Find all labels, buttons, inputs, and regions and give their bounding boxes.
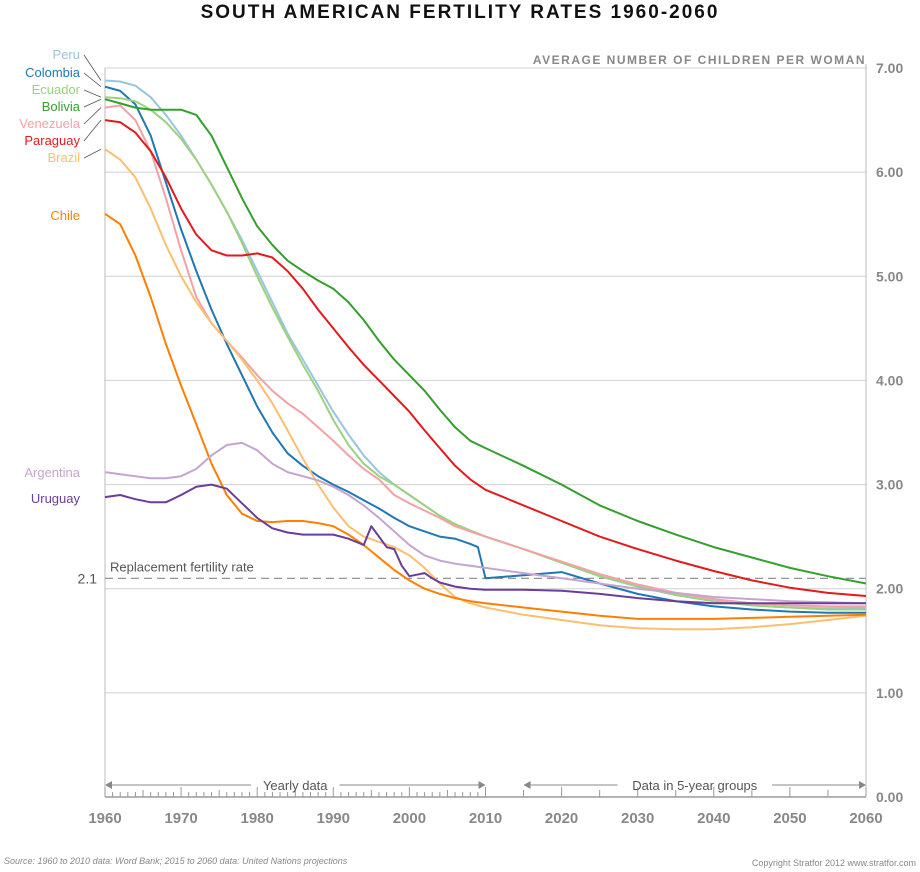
series-label-ecuador: Ecuador	[32, 82, 81, 97]
y-tick-label: 7.00	[876, 60, 903, 76]
x-tick-labels: 1960 1970 1980 1990 2000 2010 2020 2030 2040 2050…	[88, 810, 882, 827]
series-line-paraguay	[104, 119, 867, 597]
replacement-rate-label: Replacement fertility rate	[110, 559, 254, 574]
series-line-venezuela	[104, 104, 866, 608]
y-tick-label: 3.00	[876, 477, 903, 493]
series-label-peru: Peru	[53, 47, 80, 62]
series-label-colombia: Colombia	[25, 65, 81, 80]
label-leader-lines	[83, 54, 102, 159]
x-tick-label: 1960	[88, 810, 121, 827]
series-label-venezuela: Venezuela	[19, 116, 80, 131]
replacement-rate-value: 2.1	[78, 570, 98, 586]
copyright-note: Copyright Stratfor 2012 www.stratfor.com	[752, 858, 916, 868]
source-note: Source: 1960 to 2010 data: Word Bank; 20…	[4, 856, 348, 866]
x-tick-label: 2020	[545, 810, 578, 827]
y-tick-label: 1.00	[876, 685, 903, 701]
series-lines	[104, 79, 867, 631]
leader-line	[83, 98, 102, 108]
x-tick-label: 1990	[317, 810, 350, 827]
x-tick-label: 1980	[241, 810, 274, 827]
y-tick-label: 2.00	[876, 581, 903, 597]
leader-line	[83, 107, 102, 125]
y-tick-label: 6.00	[876, 164, 903, 180]
series-label-bolivia: Bolivia	[42, 99, 81, 114]
x-tick-label: 1970	[164, 810, 197, 827]
x-tick-label: 2040	[697, 810, 730, 827]
y-tick-label: 5.00	[876, 268, 903, 284]
five-year-data-label: Data in 5-year groups	[632, 778, 758, 793]
leader-line	[83, 119, 102, 142]
yearly-data-arrow-left	[105, 781, 112, 789]
x-tick-label: 2000	[393, 810, 426, 827]
yearly-data-arrow-right	[478, 781, 486, 789]
series-line-argentina	[104, 441, 867, 605]
series-label-uruguay: Uruguay	[31, 491, 81, 506]
leader-line	[83, 54, 102, 81]
data-range-annotations: Yearly data Data in 5-year groups	[105, 778, 866, 793]
series-label-chile: Chile	[50, 208, 80, 223]
series-label-paraguay: Paraguay	[24, 133, 80, 148]
series-line-brazil	[104, 148, 867, 631]
leader-line	[83, 72, 102, 88]
series-line-uruguay	[104, 483, 866, 605]
x-tick-label: 2010	[469, 810, 502, 827]
replacement-rate-annotation: 2.1 Replacement fertility rate	[78, 559, 866, 586]
five-year-data-arrow-left	[523, 781, 531, 789]
yearly-data-label: Yearly data	[263, 778, 328, 793]
x-tick-label: 2030	[621, 810, 654, 827]
series-line-colombia	[104, 85, 866, 614]
five-year-data-arrow-right	[859, 781, 866, 789]
leader-line	[83, 89, 102, 98]
series-labels: Peru Colombia Ecuador Bolivia Venezuela Parag…	[19, 47, 81, 506]
series-line-chile	[104, 212, 867, 620]
x-tick-label: 2060	[849, 810, 882, 827]
y-tick-labels: 0.00 1.00 2.00 3.00 4.00 5.00 6.00 7.00	[876, 60, 903, 805]
leader-line	[83, 148, 102, 159]
x-tick-label: 2050	[773, 810, 806, 827]
series-line-bolivia	[104, 98, 867, 585]
series-line-peru	[104, 79, 867, 610]
chart-title: SOUTH AMERICAN FERTILITY RATES 1960-2060	[201, 2, 720, 23]
y-tick-label: 0.00	[876, 789, 903, 805]
series-label-argentina: Argentina	[24, 465, 80, 480]
x-axis	[104, 68, 867, 798]
y-axis-label: AVERAGE NUMBER OF CHILDREN PER WOMAN	[533, 53, 866, 67]
y-tick-label: 4.00	[876, 372, 903, 388]
series-line-ecuador	[104, 96, 866, 611]
gridlines	[105, 64, 867, 798]
series-label-brazil: Brazil	[47, 150, 80, 165]
